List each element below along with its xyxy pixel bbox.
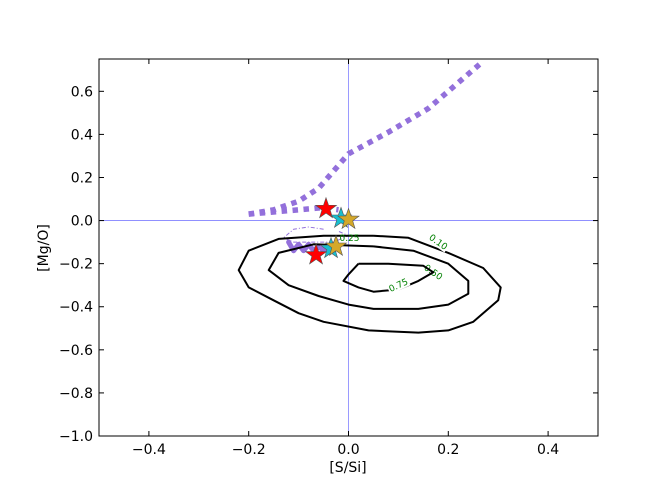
y-tick-label-6: 0.0 (71, 214, 93, 230)
contour-label-background-3 (385, 275, 411, 295)
x-axis-label: [S/Si] (329, 460, 366, 476)
x-tick-label-3: 0.0 (337, 442, 359, 458)
y-tick-label-7: 0.2 (71, 170, 93, 186)
track-line-3 (283, 226, 349, 243)
x-tick-label-2: −0.2 (232, 442, 266, 458)
x-tick-label-1: −0.4 (132, 442, 166, 458)
y-tick-label-4: −0.4 (59, 300, 93, 316)
contour-line-1 (237, 234, 502, 334)
y-tick-label-5: −0.2 (59, 257, 93, 273)
y-tick-label-1: −1.0 (59, 429, 93, 445)
star-marker-3 (337, 207, 360, 230)
star-marker-6 (324, 234, 348, 257)
contour-label-background-1 (426, 230, 451, 253)
x-tick-label-5: 0.4 (537, 442, 559, 458)
contour-label-inner: 0.25 (339, 234, 359, 244)
star-marker-4 (304, 243, 328, 265)
contour-line-2 (267, 243, 470, 310)
y-axis-label: [Mg/O] (36, 224, 52, 272)
star-marker-1 (314, 196, 338, 219)
x-tick-label-4: 0.2 (437, 442, 459, 458)
y-tick-label-2: −0.8 (59, 386, 93, 402)
y-tick-label-3: −0.6 (59, 343, 93, 359)
y-tick-label-9: 0.6 (71, 84, 93, 100)
y-tick-label-8: 0.4 (71, 127, 93, 143)
axes: −0.4 −0.2 0.0 0.2 0.4 −1.0 −0.8 −0.6 −0.4 −0.2 0.0… (59, 58, 599, 458)
